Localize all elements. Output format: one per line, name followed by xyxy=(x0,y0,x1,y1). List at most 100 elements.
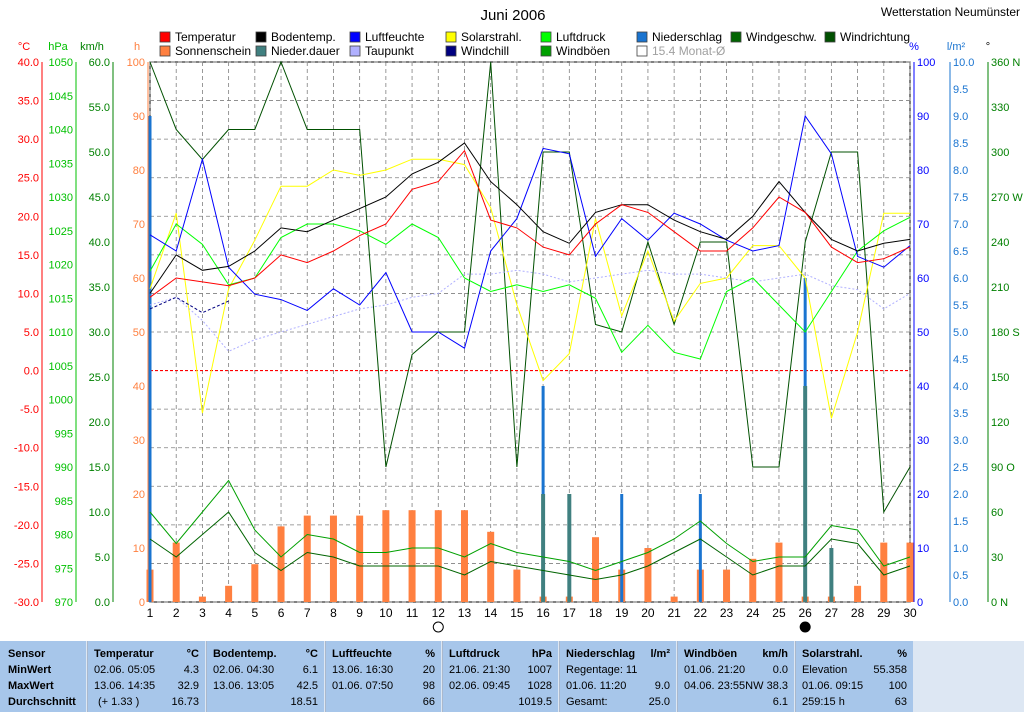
gusts-title: Windböen xyxy=(684,648,738,660)
precipitation-bar xyxy=(148,116,152,602)
legend-swatch xyxy=(445,31,457,43)
sunshine-bar xyxy=(906,542,914,602)
right-axes: 100908070605040302010010.09.59.08.58.07.… xyxy=(913,57,1023,609)
humidity-min-value: 20 xyxy=(422,664,435,676)
temp-axis-tick-label: -15.0 xyxy=(14,481,39,493)
precip-axis-tick-label: 7.0 xyxy=(953,219,968,231)
humidity-title: Luftfeuchte xyxy=(332,648,392,660)
legend-swatch xyxy=(159,45,171,57)
sunshine-bar xyxy=(670,596,678,602)
pressure-axis-tick-label: 1035 xyxy=(49,158,73,170)
sunshine-bar xyxy=(251,564,259,602)
humidity-axis-tick-label: 100 xyxy=(917,57,935,69)
x-tick-label: 1 xyxy=(147,606,154,620)
sunshine-axis-tick-label: 90 xyxy=(133,111,145,123)
series-line-windrichtung xyxy=(149,60,911,514)
pressure-axis-tick-label: 1020 xyxy=(49,260,73,272)
unit-lm2: l/m² xyxy=(947,41,966,53)
legend-label: Solarstrahl. xyxy=(461,30,522,44)
humidity-axis-tick-label: 20 xyxy=(917,489,929,501)
solar-title: Solarstrahl. xyxy=(802,648,863,660)
series-line-taupunkt xyxy=(149,269,911,352)
temp-min-time: 02.06. 05:05 xyxy=(94,664,156,676)
temp-avg-note: (+ 1.33 ) xyxy=(98,696,140,708)
x-tick-label: 4 xyxy=(225,606,232,620)
precip-max-value: 9.0 xyxy=(654,680,670,692)
x-tick-label: 6 xyxy=(278,606,285,620)
pressure-axis-tick-label: 975 xyxy=(55,563,73,575)
legend-label: Sonnenschein xyxy=(175,44,251,58)
legend-label: Windböen xyxy=(556,44,610,58)
sunshine-bar xyxy=(277,526,285,602)
sunshine-axis-tick-label: 60 xyxy=(133,273,145,285)
direction-axis-tick-label: 300 xyxy=(991,147,1009,159)
x-tick-label: 16 xyxy=(536,606,550,620)
unit-pct: % xyxy=(909,41,919,53)
precip-axis-tick-label: 5.5 xyxy=(953,300,968,312)
direction-axis-tick-label: 120 xyxy=(991,417,1009,429)
x-tick-label: 15 xyxy=(510,606,524,620)
solar-max-time: 01.06. 09:15 xyxy=(802,680,864,692)
ground-avg-value: 18.51 xyxy=(290,696,318,708)
pressure-axis-tick-label: 1030 xyxy=(49,192,73,204)
x-tick-label: 7 xyxy=(304,606,311,620)
precip-rain-days: Regentage: 11 xyxy=(566,664,638,676)
series-line-luftfeuchte xyxy=(149,114,911,349)
stats-solar: Solarstrahl.% Elevation 55.358 01.06. 09:… xyxy=(795,641,913,712)
legend-swatch xyxy=(255,31,267,43)
stats-temperature: Temperatur °C 02.06. 05:05 4.3 13.06. 14:3… xyxy=(87,641,205,712)
pressure-axis-tick-label: 1010 xyxy=(49,327,73,339)
precipitation-bar xyxy=(698,494,702,602)
legend-label: 15.4 Monat-Ø xyxy=(652,44,725,58)
stats-gusts: Windböen km/h 01.06. 21:20 0.0 04.06. 23:5… xyxy=(677,641,794,712)
humidity-axis-tick-label: 40 xyxy=(917,381,929,393)
sunshine-axis-tick-label: 50 xyxy=(133,327,145,339)
humidity-axis-tick-label: 50 xyxy=(917,327,929,339)
precip-axis-tick-label: 6.0 xyxy=(953,273,968,285)
precip-title: Niederschlag xyxy=(566,648,636,660)
gusts-avg-value: 6.1 xyxy=(772,696,788,708)
temp-axis-tick-label: -10.0 xyxy=(14,443,39,455)
temp-axis-tick-label: 15.0 xyxy=(18,250,39,262)
precip-axis-tick-label: 9.0 xyxy=(953,111,968,123)
stats-precipitation: Niederschlag l/m² Regentage: 11 01.06. 11… xyxy=(559,641,676,712)
wind-axis-tick-label: 5.0 xyxy=(95,552,110,564)
wind-axis-tick-label: 45.0 xyxy=(89,192,110,204)
legend-swatch xyxy=(255,45,267,57)
ground-max-time: 13.06. 13:05 xyxy=(213,680,275,692)
temp-axis-tick-label: 20.0 xyxy=(18,211,39,223)
sunshine-bar xyxy=(880,542,888,602)
wind-axis-tick-label: 60.0 xyxy=(89,57,110,69)
legend-label: Niederschlag xyxy=(652,30,722,44)
temp-axis-tick-label: 0.0 xyxy=(24,366,39,378)
pressure-max-time: 02.06. 09:45 xyxy=(449,680,511,692)
pressure-axis-tick-label: 995 xyxy=(55,428,73,440)
solar-elevation-label: Elevation xyxy=(802,664,848,676)
gusts-min-time: 01.06. 21:20 xyxy=(684,664,746,676)
chart-legend: Temperatur Bodentemp. Luftfeuchte Solarstra… xyxy=(159,30,910,58)
precip-axis-tick-label: 7.5 xyxy=(953,192,968,204)
x-tick-label: 5 xyxy=(251,606,258,620)
solar-avg-value: 63 xyxy=(894,696,907,708)
stats-row-labels: Sensor MinWert MaxWert Durchschnitt xyxy=(0,641,86,712)
x-tick-label: 23 xyxy=(720,606,734,620)
precip-axis-tick-label: 4.5 xyxy=(953,354,968,366)
pressure-axis-tick-label: 1040 xyxy=(49,125,73,137)
temp-axis-tick-label: 10.0 xyxy=(18,288,39,300)
series-line-solarstrahl xyxy=(149,158,910,419)
legend-swatch xyxy=(636,45,648,57)
x-tick-label: 3 xyxy=(199,606,206,620)
pressure-avg-value: 1019.5 xyxy=(518,696,552,708)
legend-swatch xyxy=(159,31,171,43)
pressure-max-value: 1028 xyxy=(527,680,552,692)
stats-ground-temp: Bodentemp. °C 02.06. 04:30 6.1 13.06. 13:0… xyxy=(206,641,324,712)
statistics-footer: Sensor MinWert MaxWert Durchschnitt Temp… xyxy=(0,641,1024,712)
x-tick-label: 13 xyxy=(458,606,472,620)
sunshine-axis-tick-label: 80 xyxy=(133,165,145,177)
x-tick-label: 26 xyxy=(798,606,812,620)
sunshine-axis-tick-label: 70 xyxy=(133,219,145,231)
solar-elevation-value: 55.358 xyxy=(873,664,907,676)
legend-swatch xyxy=(540,31,552,43)
humidity-axis-tick-label: 60 xyxy=(917,273,929,285)
